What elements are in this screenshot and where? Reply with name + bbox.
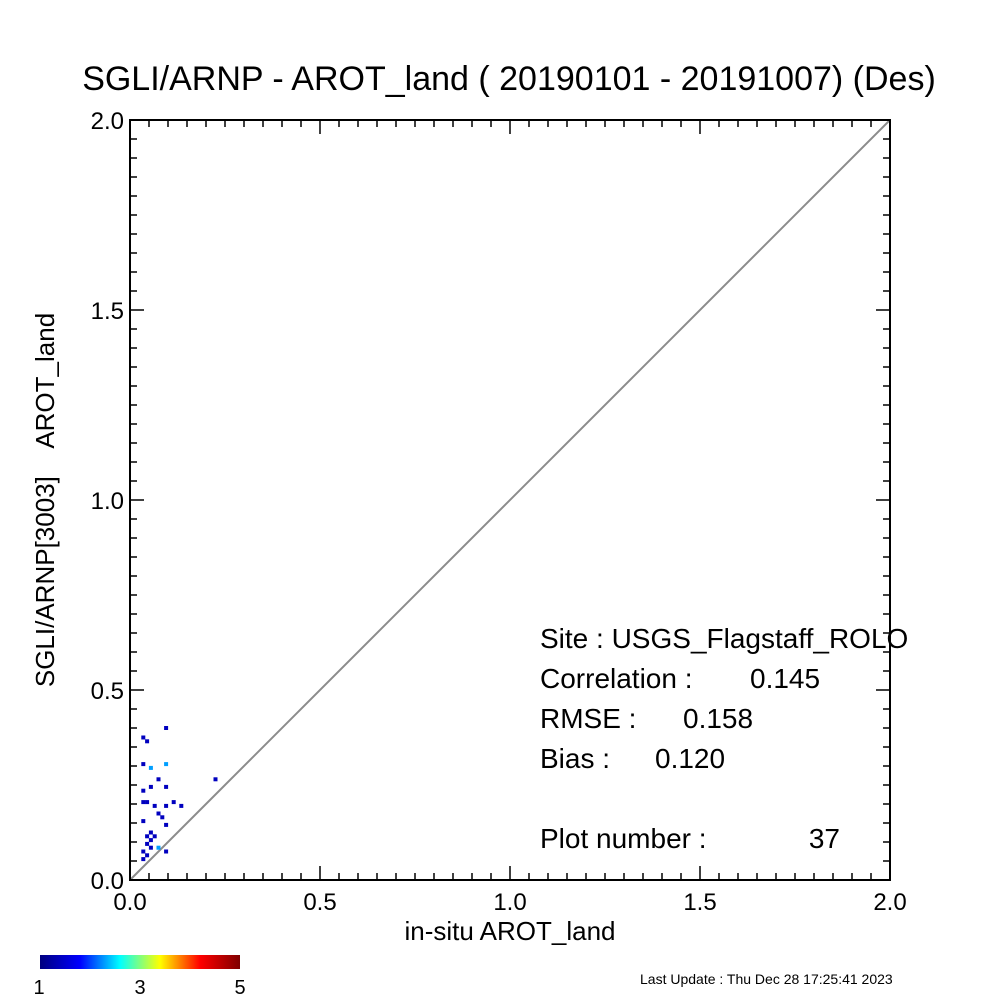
plot-number-value: 37 [809, 823, 840, 854]
data-point [152, 803, 157, 808]
data-point [164, 849, 169, 854]
axis-ticks [129, 119, 891, 881]
data-point [148, 765, 153, 770]
data-point [148, 784, 153, 789]
statistics-panel: Site : USGS_Flagstaff_ROLO Correlation :… [540, 623, 908, 854]
data-point [152, 834, 157, 839]
correlation-value: 0.145 [750, 663, 820, 694]
data-point [141, 788, 146, 793]
data-point [145, 739, 150, 744]
y-tick-label: 1.5 [91, 298, 124, 325]
data-point [148, 830, 153, 835]
data-point [156, 811, 161, 816]
colorbar-min-label: 1 [33, 977, 44, 999]
chart-title: SGLI/ARNP - AROT_land ( 20190101 - 20191… [82, 60, 936, 98]
data-point [179, 803, 184, 808]
data-points [141, 726, 218, 862]
bias-value: 0.120 [655, 743, 725, 774]
last-update-footer: Last Update : Thu Dec 28 17:25:41 2023 [640, 971, 893, 987]
colorbar-mid-label: 3 [134, 977, 145, 999]
data-point [145, 853, 150, 858]
x-axis-label: in-situ AROT_land [405, 916, 616, 946]
rmse-value: 0.158 [683, 703, 753, 734]
colorbar-gradient [40, 955, 240, 969]
y-tick-label: 0.5 [91, 678, 124, 705]
x-axis-tick-labels: 0.0 0.5 1.0 1.5 2.0 [113, 889, 906, 916]
y-axis-label: SGLI/ARNP[3003] AROT_land [30, 313, 60, 687]
data-point [141, 819, 146, 824]
data-point [164, 803, 169, 808]
data-point [145, 800, 150, 805]
data-point [164, 822, 169, 827]
data-point [156, 777, 161, 782]
one-to-one-line [129, 119, 891, 881]
site-label: Site : USGS_Flagstaff_ROLO [540, 623, 908, 654]
rmse-label: RMSE : [540, 703, 636, 734]
colorbar: 1 3 5 [33, 955, 246, 999]
x-tick-label: 0.0 [113, 889, 146, 916]
data-point [148, 838, 153, 843]
y-tick-label: 2.0 [91, 108, 124, 135]
data-point [141, 849, 146, 854]
y-axis-tick-labels: 0.0 0.5 1.0 1.5 2.0 [91, 108, 124, 895]
data-point [164, 726, 169, 730]
data-point [156, 845, 161, 850]
data-point [164, 784, 169, 789]
x-tick-label: 1.5 [683, 889, 716, 916]
y-tick-label: 0.0 [91, 868, 124, 895]
data-point [141, 762, 146, 767]
data-point [141, 857, 146, 862]
data-point [141, 800, 146, 805]
y-tick-label: 1.0 [91, 488, 124, 515]
data-point [160, 815, 165, 820]
data-point [145, 834, 150, 839]
data-point [141, 735, 146, 740]
x-tick-label: 2.0 [873, 889, 906, 916]
data-point [164, 762, 169, 767]
x-tick-label: 0.5 [303, 889, 336, 916]
data-point [145, 841, 150, 846]
colorbar-max-label: 5 [234, 977, 245, 999]
plot-number-label: Plot number : [540, 823, 707, 854]
data-point [213, 777, 218, 782]
x-tick-label: 1.0 [493, 889, 526, 916]
data-point [171, 800, 176, 805]
plot-area [129, 119, 891, 881]
bias-label: Bias : [540, 743, 610, 774]
correlation-label: Correlation : [540, 663, 693, 694]
data-point [148, 845, 153, 850]
